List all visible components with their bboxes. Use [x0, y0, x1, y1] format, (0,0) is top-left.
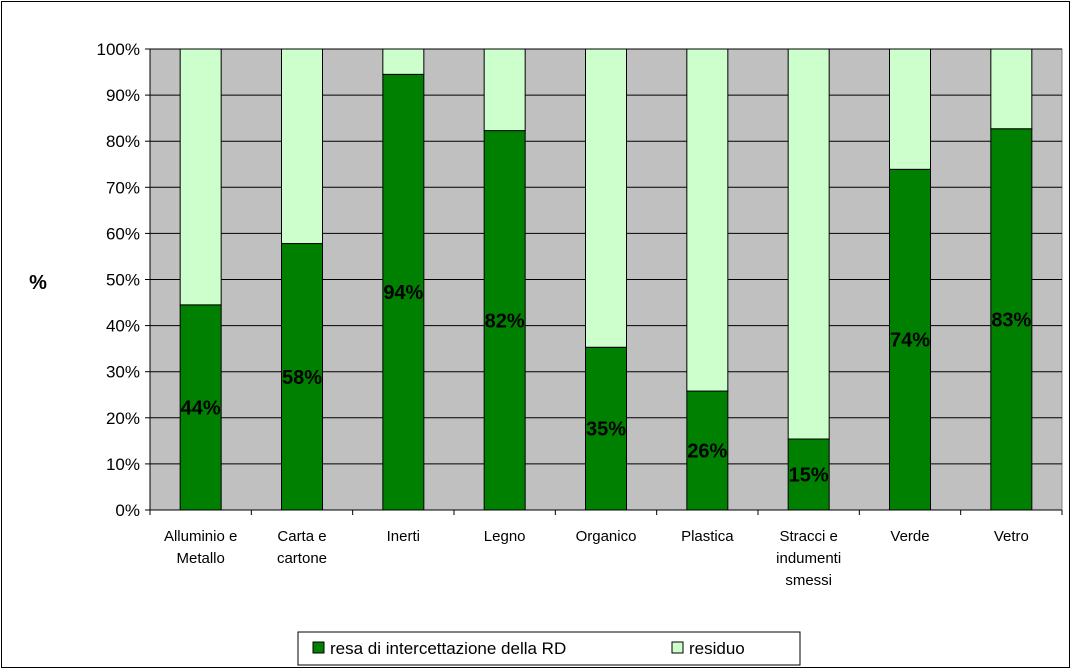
- legend-label-rd: resa di intercettazione della RD: [330, 639, 566, 658]
- category-label-line: Stracci e: [779, 528, 837, 545]
- category-label: Carta e cartone: [277, 528, 327, 567]
- category-label: Alluminio e Metallo: [164, 528, 237, 567]
- category-label: Vetro: [994, 528, 1029, 545]
- category-label-line: Inerti: [387, 528, 420, 545]
- category-label: Stracci e indumenti smessi: [776, 528, 841, 589]
- bar-segment-rd: [281, 243, 323, 511]
- y-tick-label: 50%: [106, 271, 140, 290]
- data-label: 58%: [282, 367, 322, 389]
- category-label-line: Alluminio e: [164, 528, 237, 545]
- y-tick-label: 20%: [106, 409, 140, 428]
- bar-segment-rd: [889, 168, 931, 511]
- bar-segment-rd: [787, 438, 830, 511]
- category-label: Inerti: [387, 528, 420, 545]
- data-label: 83%: [991, 309, 1031, 331]
- y-tick-label: 40%: [106, 317, 140, 336]
- bar-segment-residuo: [483, 48, 526, 132]
- category-label-line: Verde: [890, 528, 929, 545]
- y-tick-label: 70%: [106, 178, 140, 197]
- data-label: 35%: [586, 419, 626, 441]
- bar-segment-rd: [382, 73, 425, 511]
- bar-segment-rd: [990, 128, 1033, 511]
- data-label: 44%: [181, 397, 221, 419]
- y-axis-label: %: [29, 272, 47, 294]
- category-label: Verde: [890, 528, 929, 545]
- category-label-line: Legno: [484, 528, 526, 545]
- legend-swatch-residuo: [671, 641, 684, 654]
- y-tick-label: 60%: [106, 224, 140, 243]
- bar-segment-rd: [585, 346, 627, 511]
- y-tick-label: 30%: [106, 363, 140, 382]
- legend-box: [297, 631, 801, 666]
- category-label-line: Vetro: [994, 528, 1029, 545]
- bar-segment-residuo: [179, 48, 222, 306]
- category-label-line: indumenti: [776, 550, 841, 567]
- data-label: 74%: [890, 330, 930, 352]
- legend-swatch-rd: [312, 641, 325, 654]
- bar-segment-residuo: [281, 48, 323, 245]
- y-tick-label: 90%: [106, 86, 140, 105]
- bar-segment-residuo: [990, 48, 1033, 130]
- bar-segment-residuo: [382, 48, 425, 75]
- data-label: 82%: [485, 310, 525, 332]
- category-label-line: smessi: [785, 572, 832, 589]
- data-label: 26%: [687, 441, 727, 463]
- y-tick-label: 0%: [115, 501, 140, 520]
- bar-segment-residuo: [686, 48, 729, 392]
- bar-segment-rd: [483, 130, 526, 511]
- category-label: Organico: [576, 528, 637, 545]
- category-label-line: Plastica: [681, 528, 734, 545]
- legend-label-residuo: residuo: [689, 639, 745, 658]
- category-label-line: Carta e: [277, 528, 326, 545]
- category-label-line: Organico: [576, 528, 637, 545]
- category-label: Legno: [484, 528, 526, 545]
- category-label: Plastica: [681, 528, 734, 545]
- data-label: 15%: [789, 465, 829, 487]
- y-tick-label: 100%: [97, 40, 140, 59]
- category-label-line: Metallo: [176, 550, 224, 567]
- bar-segment-residuo: [585, 48, 627, 348]
- bar-segment-residuo: [889, 48, 931, 170]
- bar-segment-rd: [686, 390, 729, 511]
- bar-segment-residuo: [787, 48, 830, 440]
- data-label: 94%: [383, 282, 423, 304]
- y-tick-label: 10%: [106, 455, 140, 474]
- category-label-line: cartone: [277, 550, 327, 567]
- y-tick-label: 80%: [106, 132, 140, 151]
